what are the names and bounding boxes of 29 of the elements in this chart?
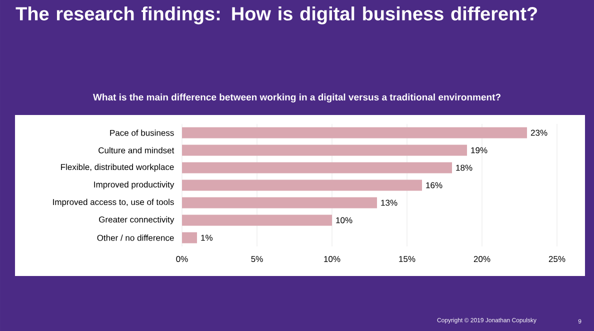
data-label: 16%: [426, 182, 442, 188]
data-label: 13%: [381, 200, 398, 206]
chart-title: The research findings: How is digital business different?: [16, 6, 537, 24]
data-label: 19%: [471, 147, 488, 154]
y-tick-label: Greater connectivity: [99, 216, 174, 224]
data-label: 18%: [456, 164, 472, 171]
y-tick-label: Improved access to, use of tools: [53, 198, 174, 207]
bar: [182, 144, 467, 156]
x-tick-label: 5%: [251, 256, 263, 262]
y-tick-label: Flexible, distributed workplace: [61, 164, 174, 172]
bar: [182, 197, 377, 208]
y-tick-label: Pace of business: [110, 130, 174, 136]
y-tick-label: Culture and mindset: [98, 147, 174, 154]
x-tick-label: 25%: [548, 256, 566, 262]
bar: [182, 232, 198, 244]
y-tick-label: Improved productivity: [94, 181, 174, 190]
x-tick-label: 20%: [474, 256, 490, 262]
bar: [182, 162, 452, 174]
data-label: 23%: [530, 130, 548, 136]
x-tick-label: 10%: [324, 256, 340, 262]
x-tick-label: 0%: [176, 256, 188, 262]
x-tick-label: 15%: [399, 256, 416, 262]
data-label: 1%: [201, 234, 213, 241]
y-tick-label: Other / no difference: [97, 234, 174, 241]
bar: [182, 180, 422, 191]
bar: [182, 127, 527, 138]
bar: [182, 214, 332, 226]
chart-subtitle: What is the main difference between working in a digital versus a traditional environment?: [93, 94, 500, 102]
data-label: 10%: [336, 217, 352, 224]
